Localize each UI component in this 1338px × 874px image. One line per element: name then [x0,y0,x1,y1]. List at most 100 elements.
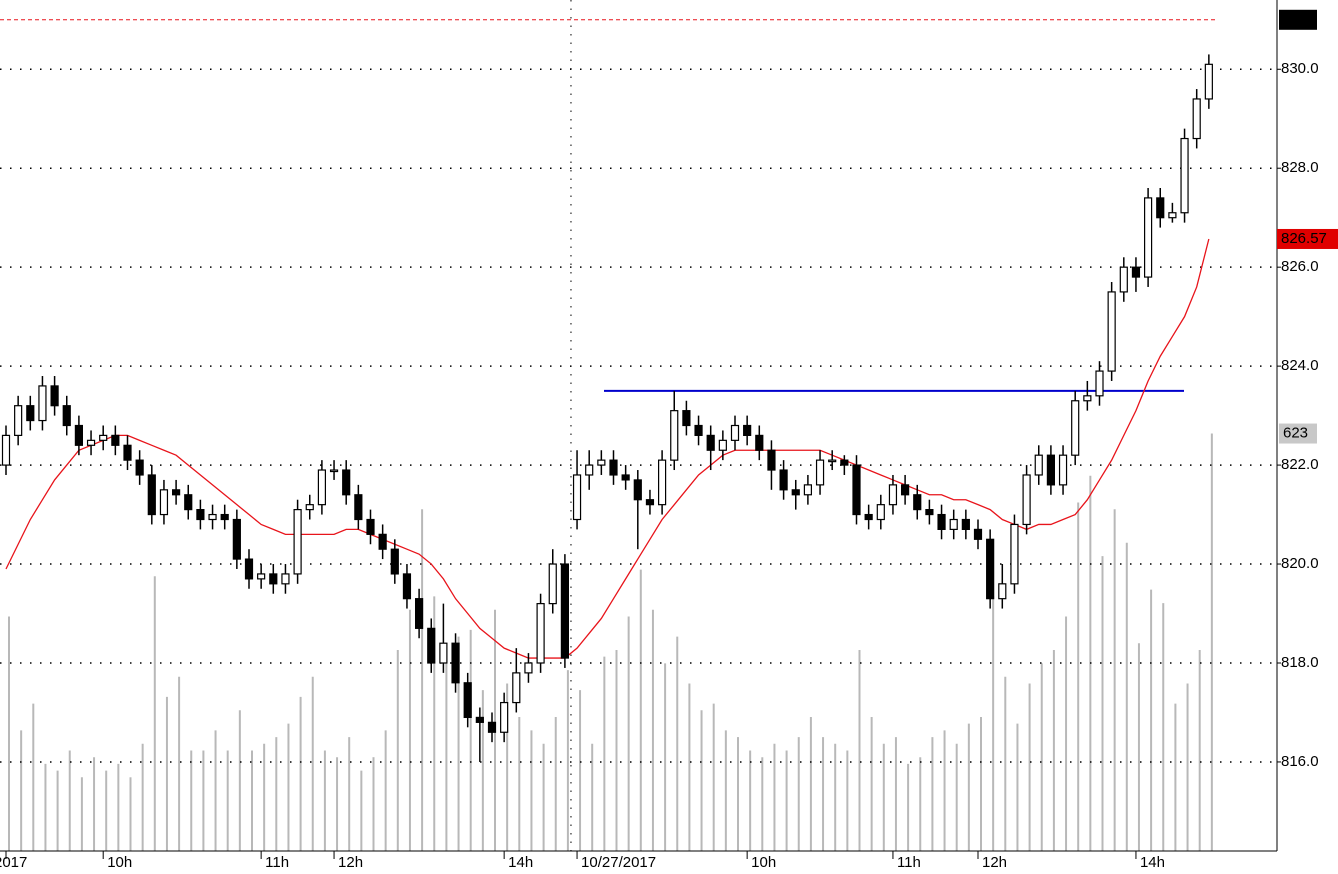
candle-body [572,474,582,521]
candle-body [743,424,752,436]
y-tick-label: 824.0 [1281,357,1319,374]
candle-body [937,513,946,531]
candle-body [876,504,885,521]
candle-body [1058,454,1068,486]
candle-body [232,518,241,560]
candle-body [609,459,618,476]
candle-body [14,405,23,436]
candle-body [718,439,727,451]
candle-body [1095,370,1104,397]
x-tick-label: 10/27/2017 [581,854,656,871]
x-tick-label: 11h [265,854,289,871]
candle-body [621,474,630,481]
candle-body [463,682,472,719]
candle-body [1,434,11,466]
candle-body [986,538,995,600]
candle-body [840,459,849,466]
candle-body [378,533,387,550]
candle-body [366,518,375,535]
candle-body [852,464,861,516]
candle-body [1034,454,1043,476]
candle-body [390,548,399,575]
candle-body [26,405,35,422]
moving-average-last-box [1277,228,1338,249]
candle-body [329,469,339,473]
candle-body [317,469,326,506]
candle-body [1010,523,1019,585]
x-tick-label: 10h [751,854,776,871]
candle-body [560,563,570,659]
candle-body [1107,291,1116,372]
candle-body [925,509,934,516]
candle-body [1204,63,1213,100]
candle-body [815,459,825,486]
reference-box [1279,9,1317,30]
x-tick-label: 12h [982,854,1007,871]
reference-label: 831 [1283,11,1308,28]
y-tick-label: 828.0 [1281,159,1319,176]
candle-body [900,484,910,496]
candle-body [147,474,156,516]
candle-body [220,513,229,521]
y-tick-label: 830.0 [1281,60,1319,77]
candle-body [961,518,970,531]
candle-body [475,716,484,723]
candle-body [998,583,1007,600]
candle-body [402,573,412,600]
candle-body [645,499,655,506]
candle-body [694,424,703,436]
y-tick-label: 818.0 [1281,654,1319,671]
candle-body [767,449,776,471]
candle-body [1119,266,1128,293]
candle-body [1168,212,1177,219]
candle-body [682,410,691,427]
candle-body [597,459,606,466]
candle-body [1071,400,1080,456]
candle-body [1143,197,1153,278]
candle-body [913,494,922,511]
candle-body [524,662,533,674]
x-tick-label: 10h [107,854,132,871]
candle-body [123,444,132,461]
candle-body [86,439,96,446]
candle-body [730,424,740,441]
candle-body [451,642,460,684]
candle-body [670,410,679,461]
candle-body [755,434,764,451]
candle-body [548,563,557,605]
candle-body [293,509,302,575]
candle-body [512,672,521,704]
candle-body [779,469,788,491]
candle-body [1022,474,1031,526]
x-tick-label: 14h [508,854,533,871]
candle-body [305,504,314,511]
candle-body [585,464,594,476]
candle-body [1156,197,1165,219]
candle-body [888,484,898,506]
candle-body [172,489,181,496]
candle-body [281,573,290,585]
candle-body [633,479,642,501]
candle-body [415,598,424,629]
candle-body [354,494,363,521]
candle-body [38,385,47,422]
candle-body [706,434,715,451]
x-tick-label: 14h [1140,854,1165,871]
candle-body [657,459,667,506]
candle-body [864,513,873,521]
candle-body [74,424,84,446]
moving-average [5,238,1210,659]
candle-body [159,489,169,516]
candle-body [1192,98,1201,140]
candle-body [439,642,448,664]
y-tick-label: 816.0 [1281,753,1319,770]
candle-body [50,385,59,407]
candle-body [803,484,813,496]
candle-body [208,513,217,521]
candle-body [828,459,837,463]
candle-body [196,509,205,521]
candle-body [1046,454,1056,486]
candle-body [269,573,278,585]
volume-last-box [1279,423,1317,444]
